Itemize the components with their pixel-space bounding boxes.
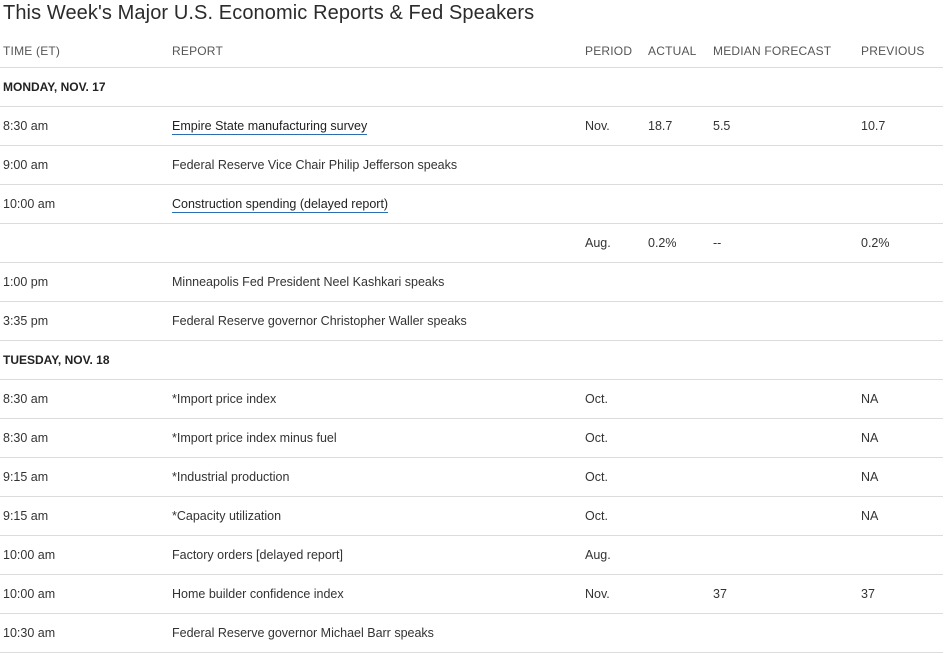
report-cell: Federal Reserve governor Michael Barr sp… xyxy=(172,626,434,640)
previous-cell: 37 xyxy=(861,587,875,601)
day-label: TUESDAY, NOV. 18 xyxy=(3,353,110,367)
report-cell: Construction spending (delayed report) xyxy=(172,185,389,223)
period-cell: Aug. xyxy=(585,236,611,250)
table-row: 10:00 am Construction spending (delayed r… xyxy=(0,185,943,224)
column-header-median-forecast: MEDIAN FORECAST xyxy=(713,44,832,58)
column-header-actual: ACTUAL xyxy=(648,44,697,58)
table-row: 10:00 am Factory orders [delayed report] A… xyxy=(0,536,943,575)
table-row: 8:30 am *Import price index minus fuel Oct… xyxy=(0,419,943,458)
time-cell: 3:35 pm xyxy=(3,314,49,328)
table-row: 9:00 am Federal Reserve Vice Chair Philip… xyxy=(0,146,943,185)
period-cell: Oct. xyxy=(585,470,608,484)
previous-cell: 10.7 xyxy=(861,119,886,133)
time-cell: 9:15 am xyxy=(3,509,49,523)
time-cell: 10:00 am xyxy=(3,548,56,562)
forecast-cell: -- xyxy=(713,236,722,250)
report-cell: Empire State manufacturing survey xyxy=(172,107,368,145)
report-cell: *Industrial production xyxy=(172,470,290,484)
forecast-cell: 37 xyxy=(713,587,727,601)
table-body: MONDAY, NOV. 17 8:30 am Empire State manuf… xyxy=(0,68,943,653)
report-cell: *Import price index minus fuel xyxy=(172,431,337,445)
period-cell: Oct. xyxy=(585,392,608,406)
time-cell: 10:30 am xyxy=(3,626,56,640)
column-header-time: TIME (ET) xyxy=(3,44,61,58)
period-cell: Aug. xyxy=(585,548,611,562)
table-row: Aug. 0.2% -- 0.2% xyxy=(0,224,943,263)
column-header-report: REPORT xyxy=(172,44,223,58)
economic-calendar-table: TIME (ET) REPORT PERIOD ACTUAL MEDIAN FO… xyxy=(0,32,943,653)
time-cell: 8:30 am xyxy=(3,392,49,406)
period-cell: Nov. xyxy=(585,119,610,133)
table-row: 9:15 am *Capacity utilization Oct. NA xyxy=(0,497,943,536)
table-row: 9:15 am *Industrial production Oct. NA xyxy=(0,458,943,497)
report-cell: Factory orders [delayed report] xyxy=(172,548,343,562)
report-link[interactable]: Construction spending (delayed report) xyxy=(172,197,389,213)
time-cell: 10:00 am xyxy=(3,197,56,211)
table-row: 8:30 am *Import price index Oct. NA xyxy=(0,380,943,419)
period-cell: Oct. xyxy=(585,509,608,523)
time-cell: 8:30 am xyxy=(3,119,49,133)
time-cell: 9:15 am xyxy=(3,470,49,484)
table-row: 3:35 pm Federal Reserve governor Christop… xyxy=(0,302,943,341)
previous-cell: NA xyxy=(861,431,879,445)
period-cell: Oct. xyxy=(585,431,608,445)
column-header-period: PERIOD xyxy=(585,44,633,58)
forecast-cell: 5.5 xyxy=(713,119,731,133)
report-cell: *Import price index xyxy=(172,392,277,406)
period-cell: Nov. xyxy=(585,587,610,601)
table-header: TIME (ET) REPORT PERIOD ACTUAL MEDIAN FO… xyxy=(0,32,943,68)
column-header-previous: PREVIOUS xyxy=(861,44,925,58)
table-row: 10:30 am Federal Reserve governor Michael… xyxy=(0,614,943,653)
previous-cell: NA xyxy=(861,392,879,406)
day-header-row: MONDAY, NOV. 17 xyxy=(0,68,943,107)
previous-cell: NA xyxy=(861,509,879,523)
time-cell: 8:30 am xyxy=(3,431,49,445)
time-cell: 10:00 am xyxy=(3,587,56,601)
table-row: 8:30 am Empire State manufacturing survey… xyxy=(0,107,943,146)
time-cell: 9:00 am xyxy=(3,158,49,172)
report-link[interactable]: Empire State manufacturing survey xyxy=(172,119,368,135)
table-row: 1:00 pm Minneapolis Fed President Neel Ka… xyxy=(0,263,943,302)
actual-cell: 0.2% xyxy=(648,236,677,250)
report-cell: Federal Reserve Vice Chair Philip Jeffer… xyxy=(172,158,458,172)
day-header-row: TUESDAY, NOV. 18 xyxy=(0,341,943,380)
page-title: This Week's Major U.S. Economic Reports … xyxy=(3,2,535,24)
previous-cell: 0.2% xyxy=(861,236,890,250)
report-cell: Minneapolis Fed President Neel Kashkari … xyxy=(172,275,445,289)
day-label: MONDAY, NOV. 17 xyxy=(3,80,106,94)
report-cell: Home builder confidence index xyxy=(172,587,344,601)
time-cell: 1:00 pm xyxy=(3,275,49,289)
previous-cell: NA xyxy=(861,470,879,484)
actual-cell: 18.7 xyxy=(648,119,673,133)
table-row: 10:00 am Home builder confidence index Nov… xyxy=(0,575,943,614)
report-cell: *Capacity utilization xyxy=(172,509,282,523)
report-cell: Federal Reserve governor Christopher Wal… xyxy=(172,314,467,328)
